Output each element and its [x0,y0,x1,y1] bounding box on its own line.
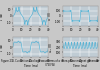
Text: Figure 21 - Current and voltage waveforms of a three-phase magnet generator (750: Figure 21 - Current and voltage waveform… [1,59,99,67]
Y-axis label: i$_s$ (A): i$_s$ (A) [0,42,6,52]
Y-axis label: u$_{dc}$ (V): u$_{dc}$ (V) [47,41,55,53]
X-axis label: Time (ms): Time (ms) [73,64,87,68]
X-axis label: Time (ms): Time (ms) [24,64,38,68]
Y-axis label: u$_s$ (V): u$_s$ (V) [46,11,54,21]
Y-axis label: i$_s$ (A): i$_s$ (A) [0,11,6,21]
